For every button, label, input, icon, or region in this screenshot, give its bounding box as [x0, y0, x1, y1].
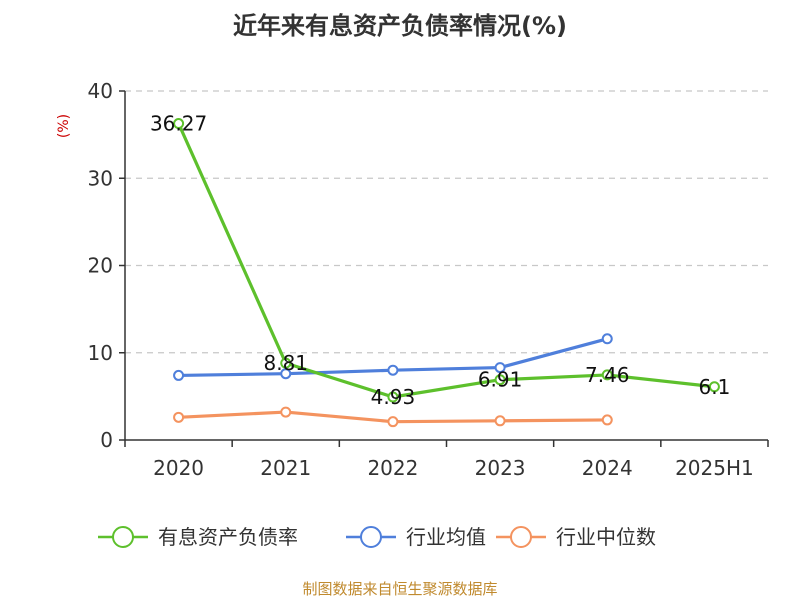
series-point-1 [494, 362, 506, 374]
series-point-0 [601, 369, 613, 381]
data-label: 7.46 [585, 363, 630, 387]
legend-label-0: 有息资产负债率 [158, 525, 298, 549]
legend-marker-1 [360, 526, 382, 548]
data-label: 36.27 [150, 112, 207, 136]
series-point-2 [387, 416, 399, 428]
source-note: 制图数据来自恒生聚源数据库 [302, 580, 497, 598]
legend-label-1: 行业均值 [406, 525, 486, 549]
x-tick-label: 2023 [475, 456, 526, 480]
chart-title: 近年来有息资产负债率情况(%) [233, 12, 567, 40]
series-point-2 [601, 414, 613, 426]
grid-lines [125, 90, 768, 354]
legend-label-2: 行业中位数 [556, 525, 656, 549]
y-tick-label: 0 [100, 428, 113, 452]
x-tick-label: 2025H1 [675, 456, 754, 480]
series-point-1 [280, 368, 292, 380]
legend-marker-2 [510, 526, 532, 548]
y-tick-label: 30 [88, 166, 113, 190]
series-point-2 [173, 411, 185, 423]
axes: 0 10 20 30 40 2020 2021 2022 2023 2024 2025H1 [88, 79, 769, 480]
legend-marker-0 [112, 526, 134, 548]
data-labels: 36.27 8.81 4.93 6.91 7.46 6.1 [150, 112, 730, 409]
series-point-0 [387, 391, 399, 403]
legend: 有息资产负债率 行业均值 行业中位数 [98, 525, 656, 549]
series-line-0 [176, 121, 717, 399]
series-point-1 [387, 364, 399, 376]
x-tick-label: 2021 [260, 456, 311, 480]
y-tick-label: 20 [88, 254, 113, 278]
series-point-1 [173, 369, 185, 381]
series-point-0 [494, 374, 506, 386]
x-tick-label: 2024 [582, 456, 633, 480]
series-point-0 [708, 381, 720, 393]
data-label: 6.91 [478, 368, 523, 392]
data-label: 4.93 [371, 385, 416, 409]
series-point-0 [173, 118, 185, 130]
y-tick-label: 40 [88, 79, 113, 103]
y-axis-unit: (%) [56, 114, 72, 138]
data-label: 6.1 [699, 375, 731, 399]
series-point-1 [601, 333, 613, 345]
x-tick-label: 2022 [367, 456, 418, 480]
data-label: 8.81 [263, 351, 308, 375]
series-point-2 [494, 415, 506, 427]
series-lines [173, 118, 720, 428]
y-tick-label: 10 [88, 341, 113, 365]
series-point-0 [280, 357, 292, 369]
series-point-2 [280, 406, 292, 418]
x-tick-label: 2020 [153, 456, 204, 480]
